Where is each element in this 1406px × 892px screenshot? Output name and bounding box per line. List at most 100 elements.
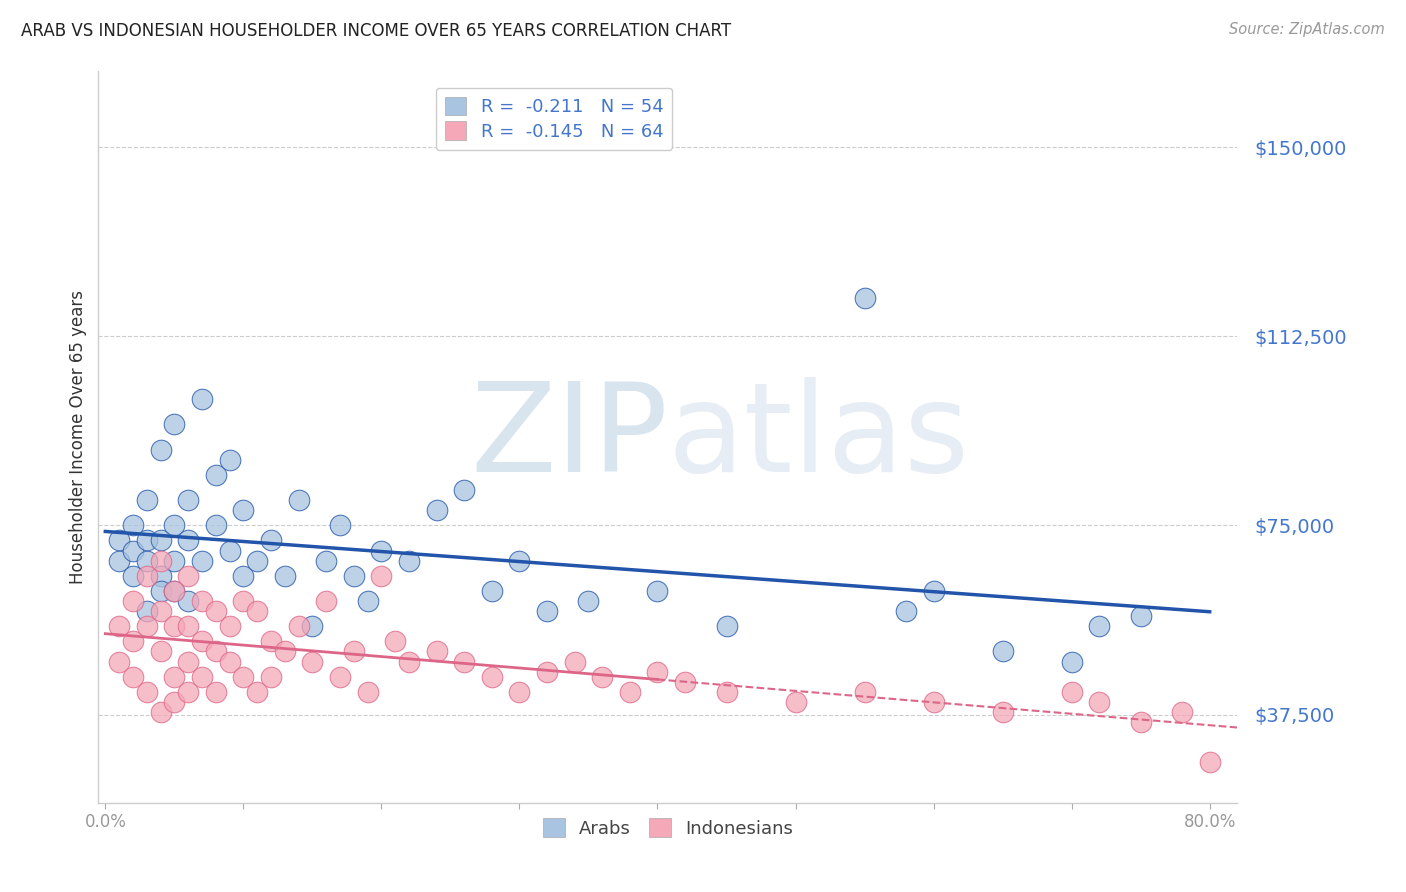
- Point: [108, 655, 131, 669]
- Point: [191, 554, 214, 568]
- Point: [191, 594, 214, 608]
- Point: [149, 554, 172, 568]
- Point: [163, 583, 186, 598]
- Text: ARAB VS INDONESIAN HOUSEHOLDER INCOME OVER 65 YEARS CORRELATION CHART: ARAB VS INDONESIAN HOUSEHOLDER INCOME OV…: [21, 22, 731, 40]
- Point: [108, 619, 131, 633]
- Point: [564, 655, 586, 669]
- Point: [177, 493, 200, 508]
- Point: [135, 554, 157, 568]
- Point: [1129, 715, 1152, 730]
- Point: [922, 695, 945, 709]
- Text: Source: ZipAtlas.com: Source: ZipAtlas.com: [1229, 22, 1385, 37]
- Point: [246, 554, 269, 568]
- Point: [647, 583, 669, 598]
- Point: [163, 518, 186, 533]
- Point: [287, 493, 309, 508]
- Point: [108, 554, 131, 568]
- Point: [204, 518, 226, 533]
- Point: [163, 619, 186, 633]
- Point: [922, 583, 945, 598]
- Point: [163, 670, 186, 684]
- Point: [453, 655, 475, 669]
- Point: [135, 604, 157, 618]
- Point: [481, 670, 503, 684]
- Point: [122, 634, 145, 648]
- Point: [135, 493, 157, 508]
- Point: [122, 543, 145, 558]
- Point: [356, 594, 378, 608]
- Point: [232, 594, 254, 608]
- Point: [716, 619, 738, 633]
- Point: [1171, 705, 1194, 719]
- Point: [481, 583, 503, 598]
- Y-axis label: Householder Income Over 65 years: Householder Income Over 65 years: [69, 290, 87, 584]
- Point: [591, 670, 613, 684]
- Point: [246, 685, 269, 699]
- Point: [1129, 609, 1152, 624]
- Point: [673, 674, 696, 689]
- Point: [398, 554, 420, 568]
- Point: [204, 644, 226, 658]
- Point: [508, 685, 530, 699]
- Point: [108, 533, 131, 548]
- Point: [122, 670, 145, 684]
- Text: atlas: atlas: [668, 376, 970, 498]
- Point: [370, 569, 392, 583]
- Point: [135, 685, 157, 699]
- Point: [204, 467, 226, 482]
- Point: [232, 569, 254, 583]
- Point: [398, 655, 420, 669]
- Point: [1088, 619, 1111, 633]
- Point: [260, 634, 283, 648]
- Point: [647, 665, 669, 679]
- Point: [274, 644, 297, 658]
- Point: [315, 554, 337, 568]
- Point: [384, 634, 406, 648]
- Point: [135, 533, 157, 548]
- Point: [204, 604, 226, 618]
- Point: [163, 554, 186, 568]
- Point: [122, 518, 145, 533]
- Point: [204, 685, 226, 699]
- Point: [301, 655, 323, 669]
- Point: [149, 705, 172, 719]
- Point: [536, 665, 558, 679]
- Point: [218, 619, 240, 633]
- Point: [177, 594, 200, 608]
- Point: [149, 533, 172, 548]
- Point: [370, 543, 392, 558]
- Point: [329, 518, 352, 533]
- Point: [894, 604, 917, 618]
- Point: [149, 583, 172, 598]
- Point: [191, 670, 214, 684]
- Point: [287, 619, 309, 633]
- Point: [853, 685, 876, 699]
- Point: [343, 569, 366, 583]
- Point: [177, 655, 200, 669]
- Point: [232, 670, 254, 684]
- Point: [578, 594, 600, 608]
- Point: [163, 417, 186, 432]
- Point: [536, 604, 558, 618]
- Point: [1060, 655, 1083, 669]
- Point: [1060, 685, 1083, 699]
- Point: [260, 533, 283, 548]
- Point: [508, 554, 530, 568]
- Point: [991, 644, 1014, 658]
- Point: [122, 594, 145, 608]
- Point: [149, 604, 172, 618]
- Point: [716, 685, 738, 699]
- Point: [246, 604, 269, 618]
- Point: [853, 291, 876, 305]
- Point: [177, 569, 200, 583]
- Point: [260, 670, 283, 684]
- Point: [1088, 695, 1111, 709]
- Point: [426, 644, 449, 658]
- Point: [329, 670, 352, 684]
- Point: [785, 695, 807, 709]
- Point: [177, 619, 200, 633]
- Point: [453, 483, 475, 497]
- Legend: Arabs, Indonesians: Arabs, Indonesians: [536, 811, 800, 845]
- Point: [218, 452, 240, 467]
- Point: [163, 695, 186, 709]
